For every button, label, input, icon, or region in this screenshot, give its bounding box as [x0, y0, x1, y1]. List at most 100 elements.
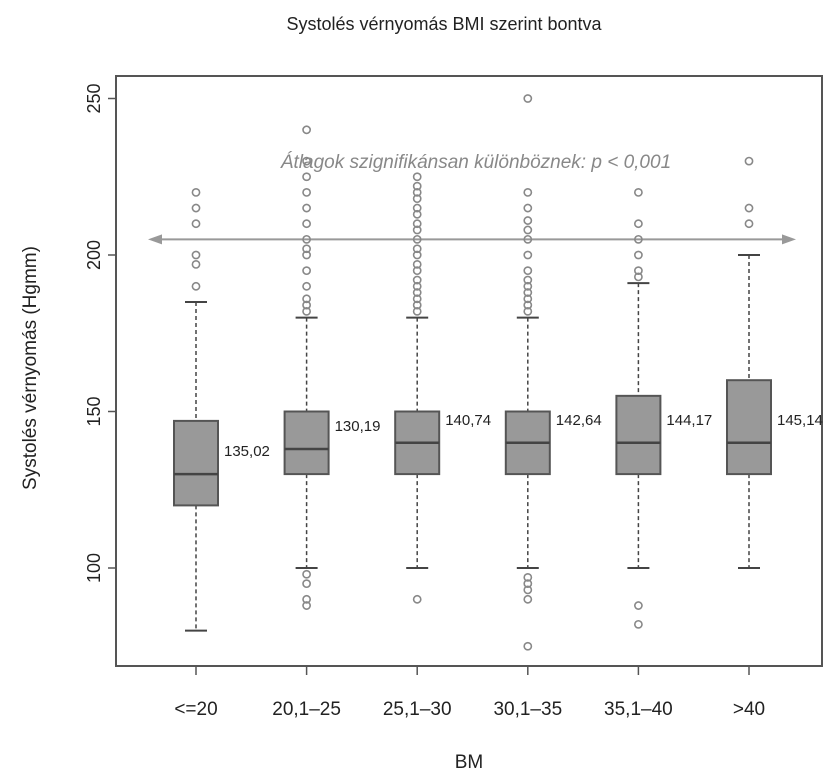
x-axis: <=20 20,1–25 25,1–30 30,1–35 35,1–40 >40 [174, 666, 765, 720]
outlier-point [634, 234, 643, 244]
mean-label: 135,02 [224, 443, 270, 460]
x-tick-label: <=20 [174, 699, 217, 720]
iqr-box [283, 410, 330, 476]
outlier-point [523, 300, 533, 310]
significance-annotation: Átlagok szignifikánsan különböznek: p < … [148, 152, 796, 245]
outlier-point [634, 187, 643, 197]
x-axis-label: BM [455, 752, 484, 769]
outlier-point [412, 203, 422, 213]
x-tick-label: 35,1–40 [604, 699, 673, 720]
outlier-point [523, 572, 533, 582]
outlier-point [302, 300, 311, 310]
x-tick-label: 30,1–35 [493, 699, 562, 720]
outlier-point [191, 219, 201, 229]
outlier-point [634, 266, 643, 276]
mean-label: 142,64 [556, 412, 602, 429]
outlier-point [412, 172, 422, 182]
outlier-point [523, 281, 533, 291]
outlier-point [523, 203, 533, 213]
outlier-point [302, 125, 311, 135]
outlier-point [302, 306, 311, 316]
outlier-point [634, 250, 643, 260]
x-tick-label: >40 [733, 699, 765, 720]
outlier-point [523, 225, 533, 235]
outlier-point [523, 294, 533, 304]
outlier-point [412, 259, 422, 269]
outlier-point [191, 281, 201, 291]
outlier-point [412, 209, 422, 219]
outlier-point [523, 94, 533, 103]
outlier-point [634, 619, 643, 629]
outlier-point [302, 234, 311, 244]
y-tick-label: 200 [84, 240, 104, 270]
outlier-point [302, 569, 311, 579]
outlier-point [634, 272, 643, 282]
outlier-point [412, 219, 422, 229]
outlier-point [523, 250, 533, 260]
annotation-arrowhead-left [148, 234, 162, 245]
mean-label: 145,14 [777, 412, 823, 429]
y-tick-label: 150 [84, 396, 104, 426]
outlier-point [412, 266, 422, 276]
x-tick-label: 20,1–25 [272, 699, 341, 720]
outlier-point [412, 194, 422, 204]
outlier-point [634, 601, 643, 610]
outlier-point [191, 203, 201, 213]
outlier-point [191, 187, 201, 197]
outlier-point [412, 594, 422, 604]
outlier-point [523, 585, 533, 595]
outlier-point [523, 288, 533, 297]
outlier-point [302, 187, 311, 197]
outlier-point [412, 275, 422, 285]
outlier-point [191, 259, 201, 269]
outlier-point [302, 250, 311, 260]
outlier-point [302, 219, 311, 229]
outlier-point [523, 641, 533, 651]
box-groups: 135,02 130,19 140,74 142,64 144,17 145,14 [173, 94, 823, 651]
mean-label: 130,19 [335, 418, 381, 435]
y-axis: 100 150 200 250 [84, 83, 116, 583]
annotation-arrowhead-right [782, 234, 796, 245]
outlier-point [744, 203, 754, 213]
outlier-point [523, 234, 533, 244]
outlier-point [523, 306, 533, 316]
outlier-point [302, 172, 311, 182]
iqr-box [173, 419, 219, 507]
y-tick-label: 250 [84, 83, 104, 113]
outlier-point [744, 156, 754, 166]
box-group: 144,17 [615, 187, 712, 629]
y-axis-label: Systolés vérnyomás (Hgmm) [20, 246, 41, 490]
y-tick-label: 100 [84, 553, 104, 583]
outlier-point [412, 234, 422, 244]
outlier-point [523, 266, 533, 276]
box-group: 130,19 [283, 125, 381, 610]
chart-title: Systolés vérnyomás BMI szerint bontva [286, 14, 602, 34]
outlier-point [412, 181, 422, 191]
mean-label: 140,74 [445, 412, 491, 429]
outlier-point [523, 216, 533, 225]
outlier-point [412, 288, 422, 297]
annotation-text: Átlagok szignifikánsan különböznek: p < … [280, 152, 671, 173]
box-group: 142,64 [504, 94, 602, 651]
outlier-point [523, 594, 533, 604]
outlier-point [191, 250, 201, 260]
outlier-point [302, 601, 311, 610]
mean-label: 144,17 [666, 412, 712, 429]
box-group: 135,02 [173, 187, 270, 632]
outlier-point [412, 281, 422, 291]
outlier-point [412, 294, 422, 304]
outlier-point [412, 244, 422, 254]
outlier-point [412, 225, 422, 235]
iqr-box [726, 379, 772, 476]
outlier-point [412, 250, 422, 260]
outlier-point [302, 244, 311, 254]
iqr-box [615, 394, 662, 476]
outlier-point [412, 306, 422, 316]
outlier-point [634, 219, 643, 229]
outlier-point [302, 281, 311, 291]
box-group: 140,74 [394, 172, 491, 604]
outlier-point [302, 294, 311, 304]
outlier-point [412, 187, 422, 197]
plot-frame [115, 75, 823, 667]
